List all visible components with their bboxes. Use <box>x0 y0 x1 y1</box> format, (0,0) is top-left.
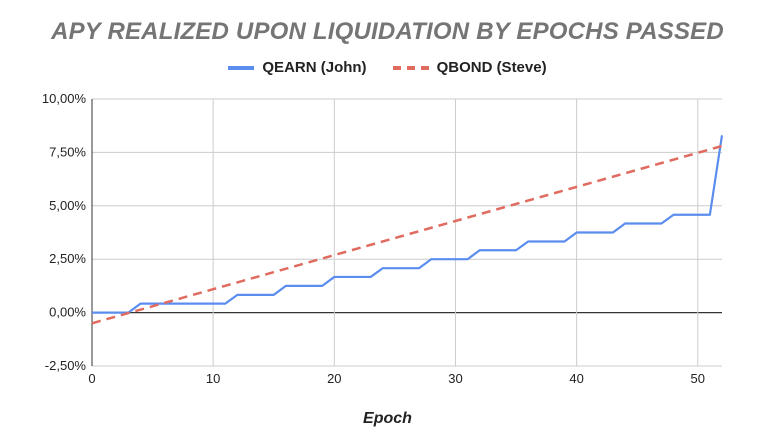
x-tick-label: 50 <box>691 371 705 386</box>
series-line-qbond <box>91 144 723 325</box>
chart-title: APY REALIZED UPON LIQUIDATION BY EPOCHS … <box>51 18 724 45</box>
x-tick-label: 20 <box>327 371 341 386</box>
legend-label-qearn: QEARN (John) <box>262 59 367 76</box>
series-line-qearn <box>92 135 724 314</box>
y-tick-label: 5,00% <box>49 198 86 213</box>
y-tick-label: 10,00% <box>42 91 87 106</box>
x-tick-label: 30 <box>448 371 462 386</box>
y-tick-label: -2,50% <box>45 358 87 373</box>
legend-swatch-qearn <box>228 65 255 70</box>
legend-swatch-qbond <box>392 65 429 70</box>
x-axis-title: Epoch <box>363 410 412 427</box>
y-tick-label: 7,50% <box>49 144 86 159</box>
x-tick-label: 10 <box>206 371 220 386</box>
legend-item-qearn[interactable]: QEARN (John) <box>228 59 367 76</box>
y-tick-label: 0,00% <box>49 305 86 320</box>
y-tick-label: 2,50% <box>49 251 86 266</box>
x-tick-label: 0 <box>88 371 95 386</box>
legend: QEARN (John) QBOND (Steve) <box>0 59 775 76</box>
legend-item-qbond[interactable]: QBOND (Steve) <box>392 59 547 76</box>
x-tick-label: 40 <box>569 371 583 386</box>
legend-label-qbond: QBOND (Steve) <box>436 59 547 76</box>
